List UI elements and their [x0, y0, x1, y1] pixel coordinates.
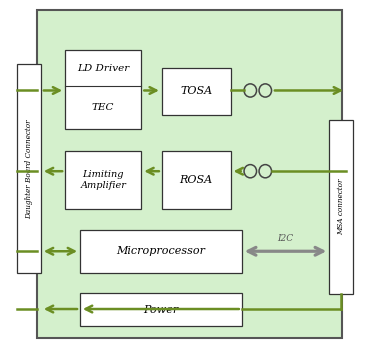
- Text: Power: Power: [143, 304, 179, 315]
- Ellipse shape: [259, 165, 272, 178]
- Text: ROSA: ROSA: [180, 175, 213, 185]
- FancyBboxPatch shape: [80, 230, 242, 273]
- Text: Daughter Board Connector: Daughter Board Connector: [25, 119, 33, 219]
- FancyBboxPatch shape: [329, 120, 353, 294]
- Ellipse shape: [244, 84, 257, 97]
- FancyBboxPatch shape: [162, 68, 231, 115]
- Text: LD Driver: LD Driver: [77, 64, 129, 73]
- Text: Microprocessor: Microprocessor: [116, 246, 205, 256]
- Ellipse shape: [259, 84, 272, 97]
- FancyBboxPatch shape: [17, 64, 41, 273]
- Text: Limiting
Amplifier: Limiting Amplifier: [80, 171, 126, 190]
- Text: TEC: TEC: [92, 103, 115, 112]
- Text: I2C: I2C: [278, 234, 294, 243]
- Text: MSA connector: MSA connector: [337, 179, 345, 235]
- Text: TOSA: TOSA: [180, 86, 212, 96]
- Ellipse shape: [244, 165, 257, 178]
- FancyBboxPatch shape: [65, 151, 141, 209]
- FancyBboxPatch shape: [65, 50, 141, 129]
- FancyBboxPatch shape: [162, 151, 231, 209]
- FancyBboxPatch shape: [80, 293, 242, 326]
- FancyBboxPatch shape: [37, 10, 342, 338]
